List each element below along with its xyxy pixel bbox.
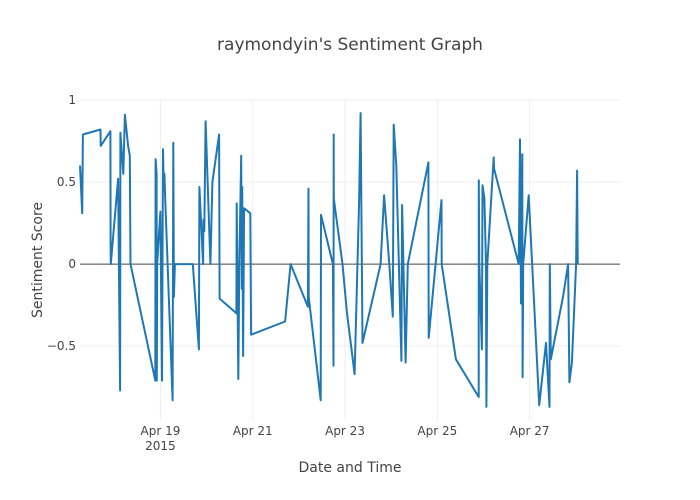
x-tick-label: Apr 23 <box>325 424 365 438</box>
x-tick-label: Apr 19 <box>141 424 181 438</box>
x-tick-label: Apr 25 <box>417 424 457 438</box>
y-tick-label: 1 <box>68 93 76 107</box>
x-tick-sublabel: 2015 <box>145 439 176 453</box>
y-axis-title: Sentiment Score <box>30 202 46 318</box>
y-tick-label: 0 <box>68 257 76 271</box>
sentiment-series-line <box>79 112 579 408</box>
x-tick-label: Apr 27 <box>510 424 550 438</box>
series-layer <box>79 112 579 408</box>
x-tick-label: Apr 21 <box>233 424 273 438</box>
y-tick-label: 0.5 <box>57 175 76 189</box>
y-tick-label: −0.5 <box>47 339 76 353</box>
x-axis-title: Date and Time <box>299 460 402 476</box>
y-tick-labels: 1 0.5 0 −0.5 <box>47 93 76 353</box>
chart-title: raymondyin's Sentiment Graph <box>217 35 483 55</box>
